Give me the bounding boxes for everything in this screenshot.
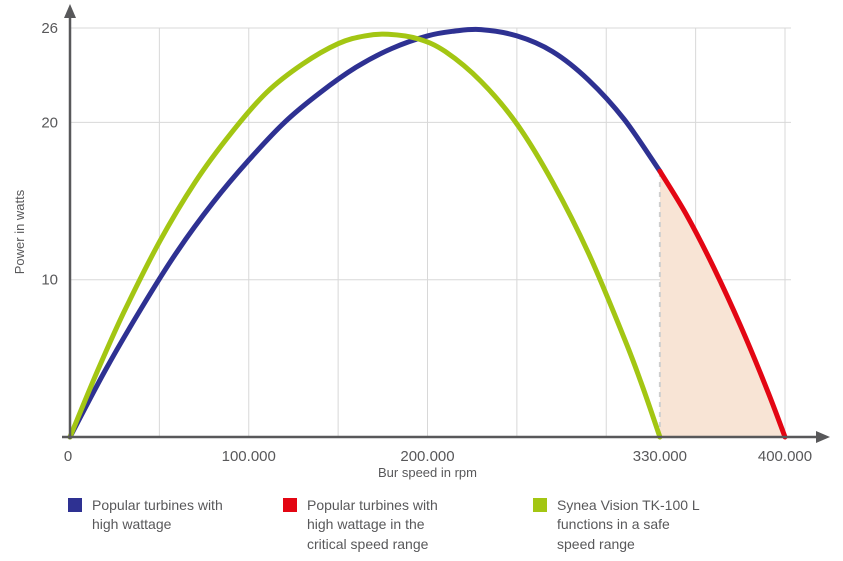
x-tick-label: 100.000 [222,448,276,465]
chart-plot-area: 0 100.000 200.000 330.000 400.000 10 20 26 Bur s… [12,4,830,480]
legend-item-blue: Popular turbines with high wattage [68,496,223,535]
legend-swatch-blue [68,498,82,512]
legend-swatch-red [283,498,297,512]
x-axis-arrow-icon [816,431,830,443]
legend-swatch-green [533,498,547,512]
x-axis-title: Bur speed in rpm [378,465,477,480]
chart-legend: Popular turbines with high wattage Popul… [0,496,843,558]
y-axis-arrow-icon [64,4,76,18]
y-tick-label: 26 [41,20,58,37]
series-green-curve [67,31,663,440]
critical-region-fill [659,171,785,437]
series-red-curve [657,168,788,440]
legend-label-red: Popular turbines with high wattage in th… [307,497,438,552]
y-tick-label: 20 [41,114,58,131]
legend-label-blue: Popular turbines with high wattage [92,497,223,533]
legend-item-green: Synea Vision TK-100 L functions in a saf… [533,496,700,554]
x-tick-label: 400.000 [758,448,812,465]
x-tick-label: 330.000 [633,448,687,465]
legend-item-red: Popular turbines with high wattage in th… [283,496,438,554]
y-tick-label: 10 [41,272,58,289]
legend-label-green: Synea Vision TK-100 L functions in a saf… [557,497,700,552]
y-axis-title: Power in watts [12,189,27,274]
series-blue-curve [67,26,663,440]
x-tick-label: 0 [64,448,72,465]
x-tick-label: 200.000 [400,448,454,465]
